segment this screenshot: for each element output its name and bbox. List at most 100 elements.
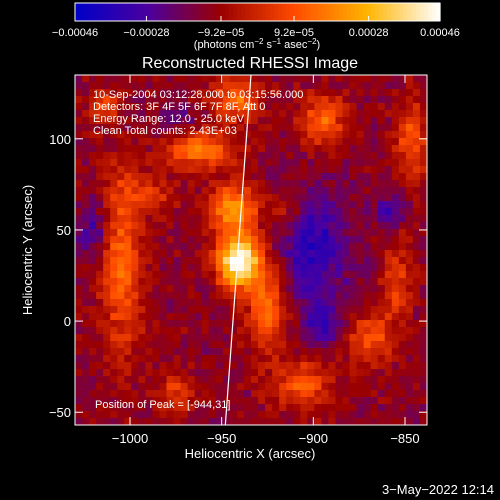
- heatmap-cell: [131, 362, 139, 370]
- heatmap-cell: [159, 313, 167, 321]
- heatmap-cell: [89, 404, 97, 412]
- heatmap-cell: [293, 159, 301, 167]
- heatmap-cell: [166, 250, 174, 258]
- heatmap-cell: [236, 334, 245, 342]
- heatmap-cell: [75, 124, 83, 132]
- heatmap-cell: [335, 292, 343, 300]
- heatmap-cell: [89, 96, 97, 104]
- heatmap-cell: [180, 173, 189, 181]
- heatmap-cell: [391, 376, 400, 384]
- heatmap-cell: [208, 236, 217, 244]
- heatmap-cell: [117, 418, 125, 425]
- heatmap-cell: [391, 75, 400, 83]
- heatmap-cell: [117, 313, 125, 321]
- heatmap-cell: [314, 194, 322, 202]
- heatmap-cell: [412, 236, 421, 244]
- heatmap-cell: [300, 348, 308, 356]
- heatmap-cell: [117, 250, 125, 258]
- heatmap-cell: [159, 187, 167, 195]
- heatmap-cell: [342, 306, 350, 314]
- heatmap-cell: [145, 159, 153, 167]
- heatmap-cell: [194, 383, 203, 391]
- heatmap-cell: [89, 131, 97, 139]
- heatmap-cell: [201, 145, 210, 153]
- heatmap-cell: [110, 201, 118, 209]
- heatmap-cell: [272, 341, 280, 349]
- heatmap-cell: [166, 334, 174, 342]
- heatmap-cell: [349, 369, 357, 377]
- heatmap-cell: [173, 166, 181, 174]
- heatmap-cell: [279, 418, 287, 425]
- heatmap-cell: [419, 292, 427, 300]
- heatmap-cell: [279, 313, 287, 321]
- heatmap-cell: [384, 138, 393, 146]
- heatmap-cell: [321, 117, 329, 125]
- heatmap-cell: [272, 278, 280, 286]
- heatmap-cell: [187, 299, 196, 307]
- heatmap-cell: [243, 292, 252, 300]
- heatmap-cell: [194, 82, 203, 90]
- heatmap-cell: [166, 313, 174, 321]
- heatmap-cell: [131, 117, 139, 125]
- heatmap-cell: [194, 124, 203, 132]
- heatmap-cell: [293, 243, 301, 251]
- heatmap-cell: [328, 355, 336, 363]
- heatmap-cell: [152, 180, 160, 188]
- heatmap-cell: [328, 194, 336, 202]
- heatmap-cell: [82, 250, 90, 258]
- heatmap-cell: [124, 222, 132, 230]
- heatmap-cell: [370, 355, 379, 363]
- heatmap-cell: [328, 117, 336, 125]
- heatmap-cell: [159, 96, 167, 104]
- heatmap-cell: [363, 180, 372, 188]
- heatmap-cell: [96, 145, 104, 153]
- colorbar-tick-label: 0.00028: [349, 27, 389, 39]
- heatmap-cell: [103, 404, 111, 412]
- heatmap-cell: [187, 376, 196, 384]
- heatmap-cell: [335, 376, 343, 384]
- heatmap-cell: [328, 208, 336, 216]
- heatmap-cell: [96, 355, 104, 363]
- heatmap-cell: [187, 264, 196, 272]
- heatmap-cell: [328, 215, 336, 223]
- heatmap-cell: [398, 376, 407, 384]
- heatmap-cell: [159, 166, 167, 174]
- heatmap-cell: [370, 341, 379, 349]
- colorbar-cell: [334, 3, 340, 21]
- heatmap-cell: [215, 145, 224, 153]
- heatmap-cell: [265, 369, 273, 377]
- heatmap-cell: [124, 327, 132, 335]
- heatmap-cell: [208, 75, 217, 83]
- heatmap-cell: [229, 264, 238, 272]
- heatmap-cell: [251, 334, 259, 342]
- heatmap-cell: [117, 103, 125, 111]
- heatmap-cell: [314, 355, 322, 363]
- heatmap-cell: [215, 110, 224, 118]
- heatmap-cell: [229, 89, 238, 97]
- heatmap-cell: [117, 222, 125, 230]
- heatmap-cell: [229, 194, 238, 202]
- heatmap-cell: [363, 75, 372, 83]
- heatmap-cell: [180, 236, 189, 244]
- heatmap-cell: [293, 257, 301, 265]
- heatmap-cell: [279, 201, 287, 209]
- heatmap-cell: [138, 397, 146, 405]
- heatmap-cell: [215, 397, 224, 405]
- heatmap-cell: [307, 362, 315, 370]
- heatmap-cell: [159, 250, 167, 258]
- heatmap-cell: [208, 117, 217, 125]
- heatmap-cell: [265, 341, 273, 349]
- heatmap-cell: [194, 313, 203, 321]
- heatmap-cell: [180, 201, 189, 209]
- heatmap-cell: [384, 145, 393, 153]
- heatmap-cell: [328, 131, 336, 139]
- heatmap-cell: [110, 299, 118, 307]
- heatmap-cell: [398, 194, 407, 202]
- colorbar-cell: [168, 3, 173, 21]
- heatmap-cell: [82, 103, 90, 111]
- heatmap-cell: [328, 376, 336, 384]
- heatmap-cell: [159, 152, 167, 160]
- colorbar-cell: [139, 3, 145, 21]
- heatmap-cell: [236, 369, 245, 377]
- heatmap-cell: [96, 334, 104, 342]
